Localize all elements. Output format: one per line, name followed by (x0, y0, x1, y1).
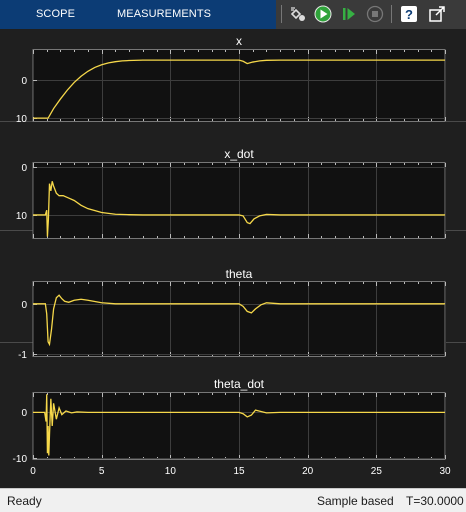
subplot-title: x (236, 34, 242, 48)
subplot-title: x_dot (224, 147, 254, 161)
signal-line-theta-dot (33, 394, 445, 456)
status-bar: Ready Sample based T=30.0000 (0, 488, 466, 512)
toolbar-separator (391, 5, 392, 23)
axes-theta: 0 -1 (18, 281, 446, 359)
y-tick-label: 0 (21, 76, 27, 87)
axes-x-dot: 10 0 (16, 162, 446, 239)
y-tick-label: 10 (16, 211, 28, 222)
x-tick-label: 30 (439, 466, 451, 477)
signal-line-x (33, 59, 445, 119)
toolbar-separator (281, 5, 282, 23)
svg-text:?: ? (405, 7, 413, 22)
stop-icon[interactable] (365, 4, 385, 24)
signal-line-x-dot (33, 181, 445, 237)
x-tick-label: 20 (302, 466, 314, 477)
y-tick-label: 10 (16, 114, 28, 124)
tab-scope[interactable]: SCOPE (36, 8, 76, 20)
x-tick-label: 0 (30, 466, 36, 477)
status-text: Ready (7, 494, 42, 508)
signal-selector-icon[interactable] (288, 4, 308, 24)
x-tick-label: 25 (371, 466, 383, 477)
run-icon[interactable] (313, 4, 333, 24)
simulation-time: T=30.0000 (406, 494, 464, 508)
quick-access-toolbar: ? (276, 0, 466, 29)
y-tick-label: 0 (21, 163, 27, 174)
help-icon[interactable]: ? (399, 4, 419, 24)
y-tick-label: 0 (21, 408, 27, 419)
x-tick-label: 10 (165, 466, 177, 477)
subplot-title: theta_dot (213, 377, 265, 391)
y-tick-label: 0 (21, 300, 27, 311)
y-tick-label: -1 (18, 350, 27, 359)
toolstrip: SCOPE MEASUREMENTS (0, 0, 466, 29)
axes-theta-dot: 0-100 5 10 15 20 25 30 (13, 392, 451, 477)
undock-icon[interactable] (427, 4, 447, 24)
axes-x: 10 0 (16, 49, 446, 124)
signal-line-theta (33, 294, 445, 347)
x-tick-label: 5 (99, 466, 105, 477)
scope-plot-area: x 10 0 x_dot 10 0 theta 0 -1 theta_dot 0 -10 0 5 10… (0, 29, 466, 488)
step-forward-icon[interactable] (339, 4, 359, 24)
x-tick-label: 15 (233, 466, 245, 477)
y-tick-label: -10 (13, 454, 28, 465)
subplot-title: theta (225, 267, 253, 281)
tab-measurements[interactable]: MEASUREMENTS (117, 8, 212, 20)
sample-mode: Sample based (317, 494, 394, 508)
